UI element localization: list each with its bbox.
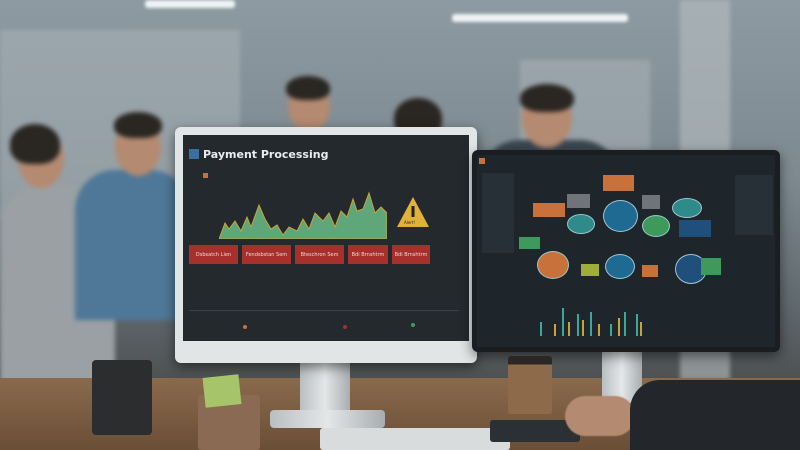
diagram-node [679, 220, 711, 237]
status-dot-icon [243, 325, 247, 329]
diagram-node [642, 265, 658, 277]
diagram-node [603, 200, 638, 232]
diagram-node [672, 198, 702, 218]
tab-icon [203, 173, 208, 178]
ceiling-light [452, 14, 628, 22]
pencil-holder [92, 360, 152, 435]
person-arm-foreground [630, 380, 800, 450]
left-screen: Payment Processing Alert! Dsbsatch Lien … [183, 135, 469, 341]
diagram-node [642, 215, 670, 237]
keyboard [320, 428, 510, 450]
action-button[interactable]: Bdi Brnshtrm [392, 245, 430, 264]
app-title: Payment Processing [203, 148, 329, 161]
monitor-stand [300, 355, 350, 415]
alert-label: Alert! [404, 220, 416, 225]
mouse-pad [490, 420, 580, 442]
action-button[interactable]: Dsbsatch Lien [189, 245, 238, 264]
app-logo-icon [479, 158, 485, 164]
left-panel [482, 173, 514, 253]
status-dot-icon [343, 325, 347, 329]
diagram-node [605, 254, 635, 279]
diagram-node [537, 251, 569, 279]
right-panel [735, 175, 773, 235]
warning-icon [397, 197, 429, 227]
diagram-node [567, 214, 595, 234]
diagram-node [533, 203, 565, 217]
ceiling-light [145, 0, 235, 8]
diagram-node [603, 175, 634, 191]
left-monitor: Payment Processing Alert! Dsbsatch Lien … [175, 127, 477, 363]
right-screen [477, 155, 775, 347]
action-buttons: Dsbsatch Lien Fendsbstan Sem Bteschron S… [189, 245, 430, 264]
diagram-node [701, 258, 721, 275]
area-chart [219, 191, 387, 239]
monitor-base [270, 410, 385, 428]
action-button[interactable]: Bdi Brnshtrm [348, 245, 388, 264]
diagram-node [519, 237, 540, 249]
right-monitor [472, 150, 780, 352]
action-button[interactable]: Bteschron Sem [295, 245, 344, 264]
action-button[interactable]: Fendsbstan Sem [242, 245, 291, 264]
diagram-node [581, 264, 599, 276]
sticky-note [202, 374, 242, 408]
diagram-node [567, 194, 590, 208]
app-logo-icon [189, 149, 199, 159]
bar-chart [540, 308, 642, 336]
hand [565, 396, 635, 436]
divider [189, 310, 459, 311]
status-dot-icon [411, 323, 415, 327]
coffee-cup [508, 356, 552, 414]
diagram-node [642, 195, 660, 209]
